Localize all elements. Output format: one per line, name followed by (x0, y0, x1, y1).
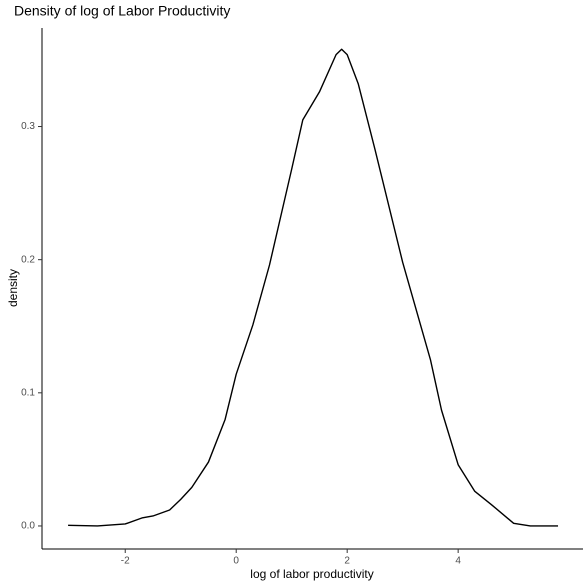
x-tick-label: 4 (455, 556, 461, 567)
y-tick-label: 0.2 (21, 254, 35, 265)
x-tick-label: -2 (121, 556, 130, 567)
chart-title: Density of log of Labor Productivity (14, 3, 230, 19)
y-tick-label: 0.0 (21, 521, 35, 532)
x-axis-label: log of labor productivity (250, 567, 373, 581)
x-tick-label: 2 (344, 556, 350, 567)
y-tick-label: 0.3 (21, 121, 35, 132)
density-line (68, 48, 559, 527)
y-axis-label: density (6, 269, 20, 307)
y-tick-label: 0.1 (21, 387, 35, 398)
x-tick-label: 0 (233, 556, 239, 567)
